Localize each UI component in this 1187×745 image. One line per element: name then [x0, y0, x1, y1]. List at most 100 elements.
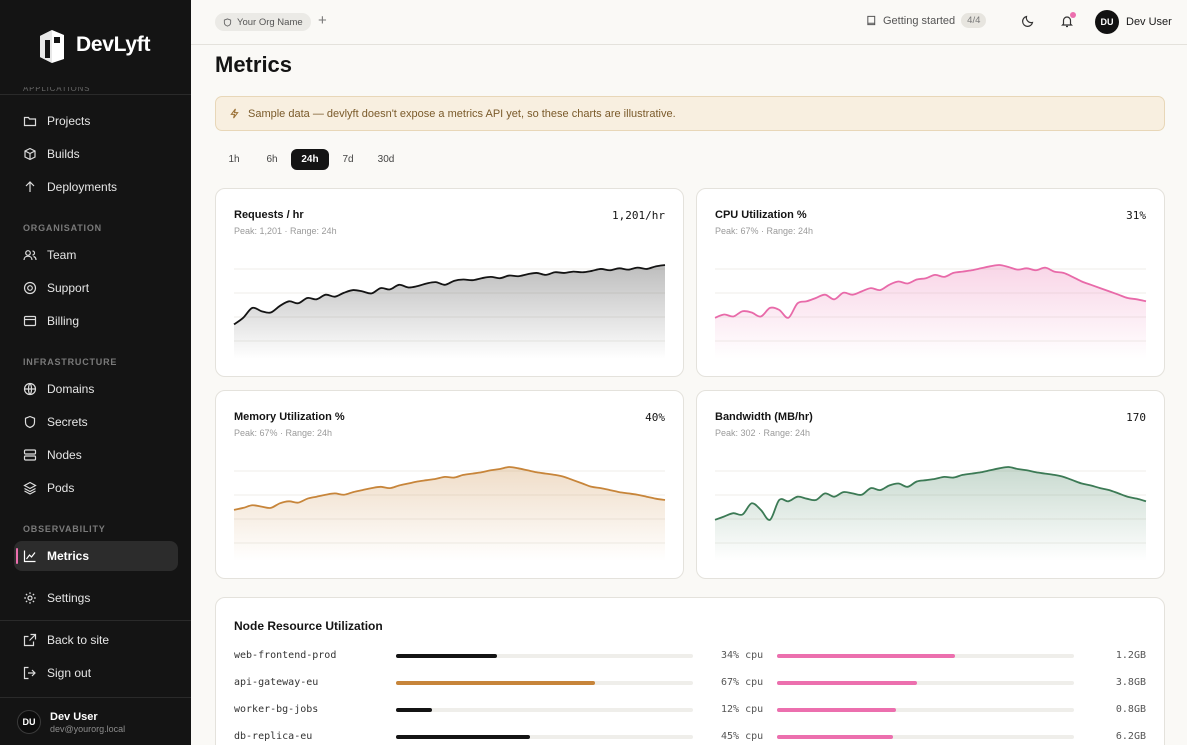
series-area — [715, 264, 1146, 359]
layers-icon — [23, 481, 37, 495]
series-line — [233, 264, 666, 326]
memory-label: 6.2GB — [1115, 731, 1146, 742]
card-value: 31% — [1126, 209, 1146, 222]
server-icon — [23, 449, 37, 461]
memory-label: 0.8GB — [1115, 704, 1146, 715]
cpu-bar — [777, 708, 1074, 712]
node-utilization-card: Node Resource Utilization web-frontend-p… — [215, 597, 1165, 745]
series-area — [234, 265, 665, 359]
lightning-icon — [230, 108, 239, 119]
top-bar: Your Org Name + Getting started 4/4 DU D… — [191, 0, 1187, 45]
package-icon — [24, 147, 36, 161]
sidebar-item-settings[interactable]: Settings — [14, 583, 178, 613]
node-row[interactable]: worker-bg-jobs 12% cpu 0.8GB — [234, 702, 1146, 718]
requests-chart — [233, 264, 666, 359]
logo[interactable]: DevLyft — [36, 26, 150, 64]
user-email: dev@yourorg.local — [50, 723, 126, 734]
series-area — [234, 466, 665, 561]
memory-label: 1.2GB — [1115, 650, 1146, 661]
sidebar-item-secrets[interactable]: Secrets — [14, 407, 178, 437]
sidebar-item-nodes[interactable]: Nodes — [14, 440, 178, 470]
moon-icon[interactable] — [1021, 14, 1035, 28]
range-6h[interactable]: 6h — [266, 154, 278, 165]
avatar: DU — [17, 710, 41, 734]
node-row[interactable]: web-frontend-prod 34% cpu 1.2GB — [234, 648, 1146, 664]
card-title: Requests / hr — [234, 209, 304, 221]
sidebar-divider — [0, 697, 191, 698]
folder-icon — [23, 116, 37, 127]
cpu-bar — [777, 681, 1074, 685]
line-chart-icon — [23, 550, 36, 563]
sidebar-item-label: Deployments — [47, 180, 118, 194]
sidebar-item-pods[interactable]: Pods — [14, 473, 178, 503]
sidebar-item-label: Builds — [47, 147, 80, 161]
sidebar-item-label: Metrics — [47, 549, 90, 563]
sidebar-item-label: Domains — [47, 382, 95, 396]
sidebar-item-sign-out[interactable]: Sign out — [14, 658, 178, 688]
utilization-bar — [396, 735, 693, 739]
book-icon — [867, 15, 876, 26]
globe-icon — [23, 382, 37, 396]
utilization-bar — [396, 681, 693, 685]
sidebar-item-projects[interactable]: Projects — [14, 106, 178, 136]
brand-name: DevLyft — [76, 33, 151, 56]
arrow-up-icon — [25, 181, 35, 192]
user-name: Dev User — [50, 710, 98, 723]
sidebar-item-billing[interactable]: Billing — [14, 306, 178, 336]
card-subtitle: Peak: 67% · Range: 24h — [234, 428, 333, 438]
range-7d[interactable]: 7d — [342, 154, 354, 165]
sidebar-item-label: Billing — [47, 314, 80, 328]
card-subtitle: Peak: 302 · Range: 24h — [715, 428, 811, 438]
cpu-bar-fill — [777, 681, 917, 685]
memory-label: 3.8GB — [1115, 677, 1146, 688]
memory-chart — [233, 466, 666, 561]
devlyft-logo-icon — [40, 30, 64, 63]
notification-dot — [1070, 12, 1076, 18]
avatar: DU — [1095, 10, 1119, 34]
sidebar-item-back-to-site[interactable]: Back to site — [14, 625, 178, 655]
card-title: CPU Utilization % — [715, 209, 807, 221]
utilization-bar — [396, 708, 693, 712]
sidebar-item-domains[interactable]: Domains — [14, 374, 178, 404]
sidebar-item-builds[interactable]: Builds — [14, 139, 178, 169]
sidebar-item-team[interactable]: Team — [14, 240, 178, 270]
org-name: Your Org Name — [237, 16, 303, 28]
sidebar-item-support[interactable]: Support — [14, 273, 178, 303]
shield-icon — [24, 415, 36, 429]
cpu-card: CPU Utilization % Peak: 67% · Range: 24h… — [696, 188, 1165, 377]
card-title: Memory Utilization % — [234, 411, 345, 423]
getting-started-button[interactable]: Getting started 4/4 — [866, 13, 987, 28]
log-out-icon — [23, 666, 36, 680]
users-icon — [23, 250, 37, 261]
sidebar-divider — [0, 620, 191, 621]
cpu-chart — [714, 264, 1147, 359]
add-org-button[interactable]: + — [318, 12, 327, 29]
cpu-label: 12% cpu — [721, 704, 764, 715]
user-name: Dev User — [1126, 16, 1172, 28]
shield-icon — [223, 17, 232, 27]
sidebar-item-deployments[interactable]: Deployments — [14, 172, 178, 202]
range-30d[interactable]: 30d — [377, 154, 395, 165]
bandwidth-chart — [714, 466, 1147, 561]
utilization-bar-fill — [396, 681, 595, 685]
card-title: Bandwidth (MB/hr) — [715, 411, 813, 423]
section-label-infrastructure: INFRASTRUCTURE — [23, 357, 118, 367]
external-link-icon — [23, 633, 37, 647]
org-switcher[interactable]: Your Org Name — [215, 13, 311, 31]
card-subtitle: Peak: 67% · Range: 24h — [715, 226, 814, 236]
node-row[interactable]: db-replica-eu 45% cpu 6.2GB — [234, 729, 1146, 745]
bell-icon[interactable] — [1060, 14, 1074, 28]
sidebar-user[interactable]: DU Dev User dev@yourorg.local — [17, 710, 125, 734]
user-menu[interactable]: DU Dev User — [1095, 10, 1172, 34]
progress-badge: 4/4 — [961, 13, 987, 28]
node-name: api-gateway-eu — [234, 677, 319, 688]
sidebar-item-metrics[interactable]: Metrics — [14, 541, 178, 571]
range-24h[interactable]: 24h — [291, 149, 329, 170]
utilization-bar-fill — [396, 654, 497, 658]
card-value: 170 — [1126, 411, 1146, 424]
node-row[interactable]: api-gateway-eu 67% cpu 3.8GB — [234, 675, 1146, 691]
range-1h[interactable]: 1h — [228, 154, 240, 165]
getting-started-label: Getting started — [883, 14, 956, 27]
sidebar-item-label: Secrets — [47, 415, 88, 429]
sidebar-item-label: Pods — [47, 481, 75, 495]
